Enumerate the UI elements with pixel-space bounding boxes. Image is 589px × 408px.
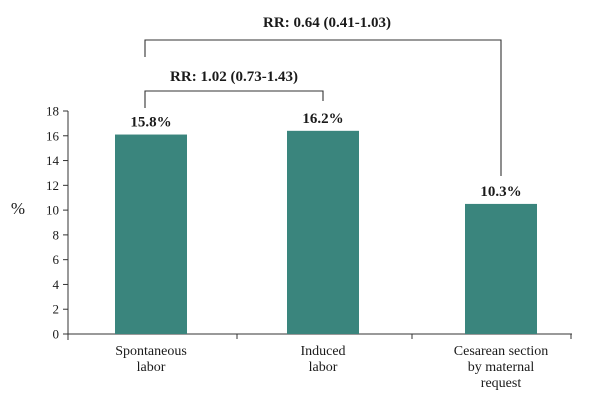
data-label: 16.2% — [302, 111, 343, 127]
bar — [465, 203, 537, 334]
category-label: labor — [137, 360, 166, 375]
y-tick-label: 12 — [46, 178, 59, 193]
y-tick-label: 18 — [46, 104, 59, 119]
data-label: 15.8% — [130, 115, 171, 131]
data-labels-group: 15.8% 16.2% 10.3% — [130, 111, 521, 200]
y-tick-label: 10 — [46, 203, 59, 218]
bars-group — [115, 130, 537, 334]
data-label: 10.3% — [480, 184, 521, 200]
y-tick-label: 14 — [46, 153, 60, 168]
comparison-bracket — [144, 90, 324, 108]
category-label: Induced — [300, 344, 345, 359]
comparison-label: RR: 0.64 (0.41-1.03) — [263, 15, 391, 31]
bar — [287, 130, 359, 334]
y-tick-label: 0 — [53, 327, 60, 342]
y-tick-label: 2 — [53, 302, 60, 317]
y-tick-label: 16 — [46, 128, 60, 143]
y-tick-label: 6 — [53, 252, 60, 267]
category-label: by maternal — [468, 360, 535, 375]
y-tick-label: 8 — [53, 227, 60, 242]
comparison-bracket — [144, 39, 502, 176]
category-label: request — [481, 376, 522, 391]
category-label: labor — [309, 360, 338, 375]
category-label: Spontaneous — [115, 344, 187, 359]
comparison-brackets-group: RR: 1.02 (0.73-1.43) RR: 0.64 (0.41-1.03) — [144, 15, 502, 176]
y-axis-label: % — [11, 199, 25, 218]
bar — [115, 134, 187, 334]
category-label: Cesarean section — [454, 344, 548, 359]
comparison-label: RR: 1.02 (0.73-1.43) — [170, 69, 298, 85]
y-tick-label: 4 — [53, 277, 60, 292]
